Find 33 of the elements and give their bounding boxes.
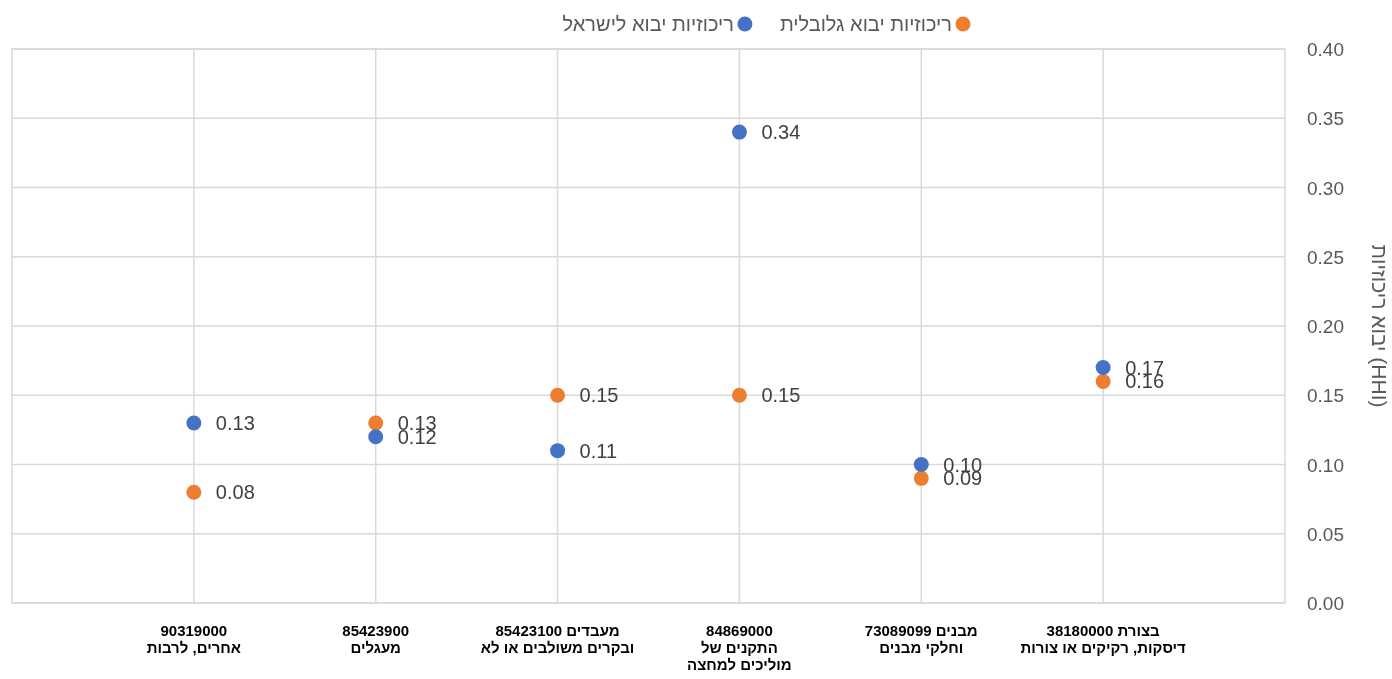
point: [731, 387, 747, 403]
point: [913, 470, 929, 486]
point: [1095, 360, 1111, 376]
data-label: 0.34: [761, 121, 801, 144]
x-tick-label: 73089099 מבנים וחלקי מבנים: [864, 622, 978, 656]
point: [913, 457, 929, 472]
y-tick-label: 0.40: [1307, 39, 1344, 60]
x-tick-label: 85423100 מעבדים ובקרים משולבים או לא: [480, 622, 635, 656]
y-tick-label: 0.25: [1307, 246, 1344, 268]
point: [731, 124, 747, 140]
y-tick-label: 0.35: [1307, 108, 1344, 130]
point: [1095, 373, 1111, 389]
point: [186, 415, 202, 431]
x-tick-label: 38180000 בצורת דיסקות, רקיקים או צורות: [1020, 622, 1187, 656]
legend-label: ריכוזיות יבוא לישראל: [562, 13, 734, 35]
point: [186, 484, 202, 500]
y-tick-label: 0.10: [1307, 454, 1344, 476]
y-tick-label: 0.00: [1307, 593, 1344, 614]
y-tick-label: 0.15: [1307, 385, 1344, 407]
data-label: 0.13: [215, 411, 255, 434]
legend-label: ריכוזיות יבוא גלובלית: [779, 13, 952, 35]
data-label: 0.11: [579, 439, 618, 462]
data-label: 0.15: [579, 384, 619, 407]
data-label: 0.15: [761, 384, 801, 407]
y-tick-label: 0.30: [1307, 177, 1344, 199]
y-tick-label: 0.05: [1307, 523, 1344, 545]
y-tick-label: 0.20: [1307, 316, 1344, 337]
point: [550, 387, 566, 403]
y-axis-title: ריכוזיות יבוא (HHI): [1368, 244, 1391, 408]
point: [368, 415, 384, 431]
point: [550, 443, 566, 459]
point: [368, 429, 384, 445]
data-label: 0.08: [215, 481, 255, 504]
